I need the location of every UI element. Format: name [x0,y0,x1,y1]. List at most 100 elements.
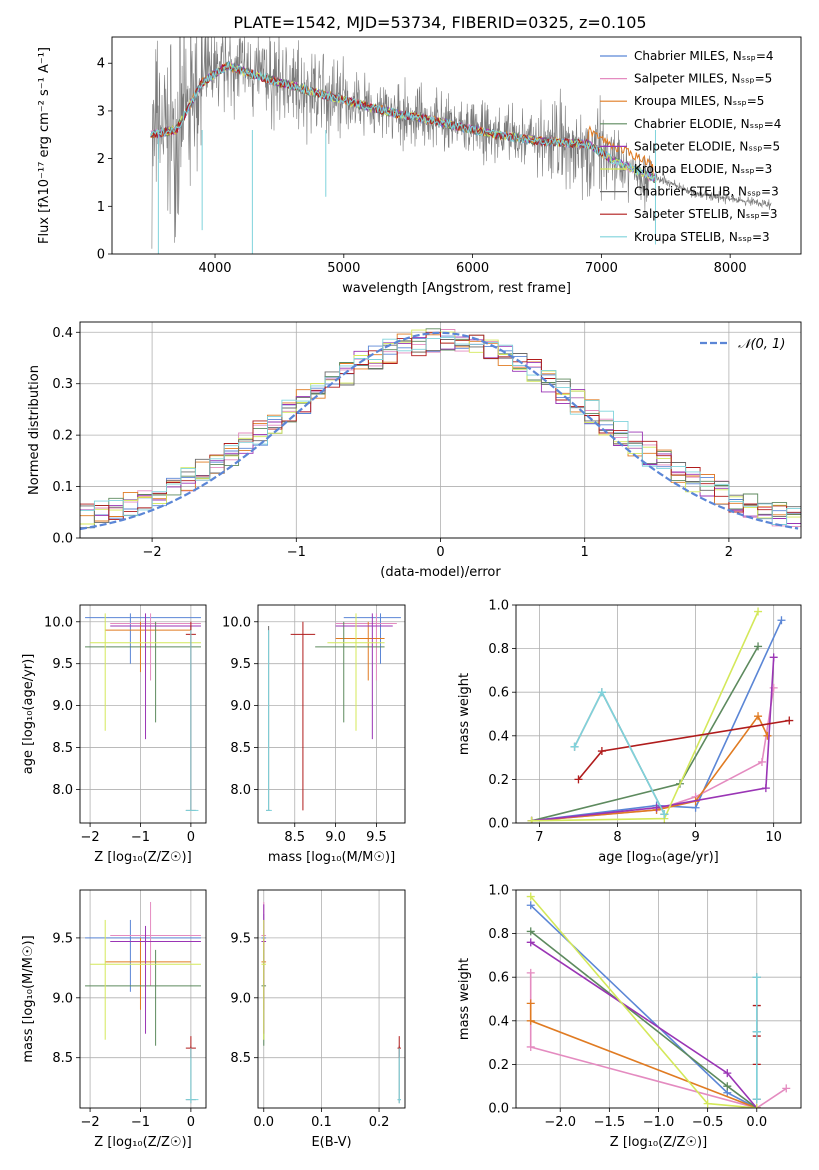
y-tick-label: 9.5 [52,657,73,672]
x-tick-label: −1 [131,1115,150,1130]
y-tick-label: 0.8 [488,642,509,657]
y-tick-label: 9.0 [52,699,73,714]
weight-line-kroupa-stelib [573,690,666,815]
y-tick-label: 10.0 [222,615,251,630]
grid [258,890,405,1108]
legend-label-salpeter-stelib: Salpeter STELIB, Nₛₛₚ=3 [634,207,778,221]
y-tick-label: 8.0 [52,783,73,798]
legend: 𝒩(0, 1) [700,337,785,352]
weight-marker-salpeter-miles [769,683,778,692]
axes-frame [79,604,207,824]
x-tick-label: 9 [691,830,699,845]
x-tick-label: −1.5 [594,1115,626,1130]
chart-z-weight: −2.0 −1.5 −1.0 −0.5 0.0 0.0 0.2 0.4 0.6 0.8 1.0 Z [… [457,884,802,1150]
weight-line-kroupa-miles [531,714,769,822]
y-tick-label: 9.0 [230,699,251,714]
plot-area [150,37,772,254]
y-tick-label: 8.5 [52,1051,73,1066]
weight-marker-salpeter-stelib [785,716,794,725]
x-axis-label: wavelength [Angstrom, rest frame] [342,281,571,296]
weight-marker-chabrier-elodie [526,927,535,936]
x-axis-label: mass [log₁₀(M/M☉)] [268,850,395,865]
legend-label-salpeter-miles: Salpeter MILES, Nₛₛₚ=5 [634,72,772,86]
plot-area [85,613,201,811]
plot-area [261,901,401,1104]
x-axis-label: (data-model)/error [380,565,501,580]
weight-line-salpeter-miles [531,687,775,822]
weight-marker-kroupa-elodie [526,892,535,901]
y-tick-label: 0.2 [52,429,73,444]
x-tick-label: 7000 [585,261,618,276]
weight-line-salpeter-stelib [577,719,790,780]
x-axis-label: Z [log₁₀(Z/Z☉)] [94,850,191,865]
weight-line-kroupa-elodie [530,895,757,1108]
y-tick-label: 3 [97,104,105,119]
legend: Chabrier MILES, Nₛₛₚ=4 Salpeter MILES, Nₛ… [600,49,781,244]
plot-area [266,613,401,811]
grid [80,605,206,823]
x-tick-label: 2 [725,545,733,560]
y-tick-label: 0.0 [488,817,509,832]
y-tick-label: 9.5 [230,931,251,946]
y-axis-label: mass weight [457,673,472,755]
legend-label-chabrier-elodie: Chabrier ELODIE, Nₛₛₚ=4 [634,117,781,131]
weight-marker-salpeter-elodie [526,938,535,947]
observed-spectrum-line [151,37,772,249]
x-axis-label: Z [log₁₀(Z/Z☉)] [610,1135,707,1150]
normal-pdf-line [80,331,799,531]
weight-line-salpeter-elodie [531,657,775,822]
x-tick-label: −1.0 [643,1115,675,1130]
y-tick-label: 9.0 [52,991,73,1006]
x-tick-label: 8.5 [284,830,305,845]
y-tick-label: 8.5 [52,741,73,756]
y-tick-label: 0.4 [488,1014,509,1029]
y-tick-label: 9.5 [52,931,73,946]
x-tick-label: 7 [535,830,543,845]
weight-marker-kroupa-miles [754,712,763,721]
y-axis-label: age [log₁₀(age/yr)] [21,654,36,775]
weight-marker-kroupa-stelib [752,1095,761,1104]
y-tick-label: 9.5 [230,657,251,672]
weight-line-chabrier-elodie [531,646,759,822]
grid [516,889,801,1109]
x-axis-label: E(B-V) [311,1135,351,1150]
x-tick-label: 0 [187,830,195,845]
axes-frame [257,604,406,824]
x-tick-label: 0.1 [311,1115,332,1130]
weight-marker-salpeter-elodie [769,653,778,662]
weight-marker-salpeter-miles [526,968,535,977]
figure-title: PLATE=1542, MJD=53734, FIBERID=0325, z=0… [233,13,646,32]
axes-frame [111,36,802,255]
weight-line-chabrier-stelib [573,690,666,815]
chart-z-age: −2 −1 0 8.0 8.5 9.0 9.5 10.0 Z [log₁₀(Z/Z☉)] age … [21,604,207,865]
x-tick-label: 9.0 [325,830,346,845]
x-tick-label: −0.5 [692,1115,724,1130]
weight-marker-salpeter-elodie [723,1069,732,1078]
weight-line-chabrier-miles [531,619,783,822]
histogram-kroupa-stelib [80,337,801,525]
model-line-kroupa-stelib [150,61,657,182]
y-tick-label: 4 [97,57,105,72]
y-axis-label: mass [log₁₀(M/M☉)] [21,935,36,1062]
x-axis-label: Z [log₁₀(Z/Z☉)] [94,1135,191,1150]
legend-label-chabrier-stelib: Chabrier STELIB, Nₛₛₚ=3 [634,185,779,199]
y-tick-label: 0.8 [488,927,509,942]
weight-marker-kroupa-stelib [752,1027,761,1036]
x-tick-label: 0 [436,545,444,560]
weight-marker-kroupa-stelib [660,810,669,819]
axes-frame [515,604,802,824]
legend-label-chabrier-miles: Chabrier MILES, Nₛₛₚ=4 [634,49,774,63]
weight-marker-salpeter-miles [757,757,766,766]
x-tick-label: 9.5 [366,830,387,845]
grid [80,890,206,1108]
weight-marker-kroupa-stelib [570,742,579,751]
weight-marker-chabrier-miles [777,616,786,625]
x-tick-label: −2 [80,830,99,845]
y-tick-label: 8.0 [230,783,251,798]
y-tick-label: 0.3 [52,377,73,392]
plot-area [85,901,201,1104]
y-tick-label: 10.0 [44,615,73,630]
y-axis-label: Flux [fλ10⁻¹⁷ erg cm⁻² s⁻¹ A⁻¹] [37,47,52,244]
y-tick-label: 0.0 [488,1102,509,1117]
axes-frame [257,889,406,1109]
